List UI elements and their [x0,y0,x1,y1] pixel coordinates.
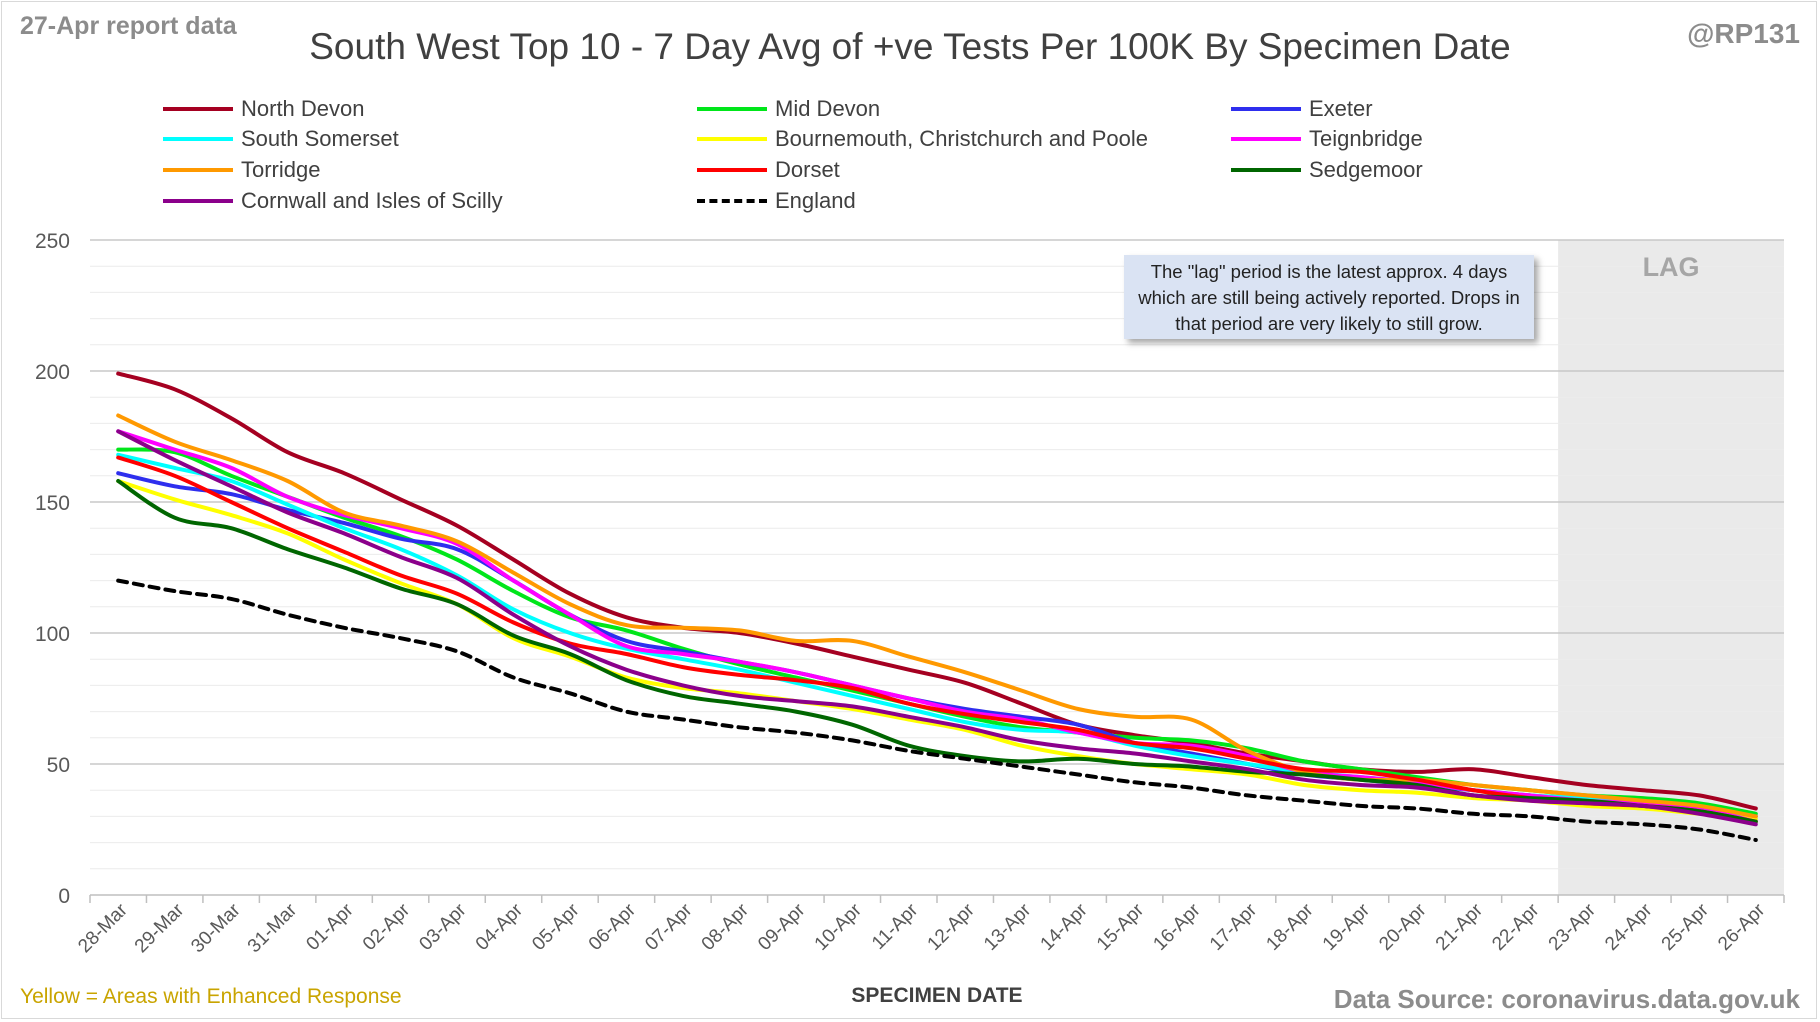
series-lines [116,371,1758,842]
series-line-teignbridge [116,429,1758,824]
legend-item: Exeter [1231,94,1373,124]
x-tick-label: 11-Apr [868,899,923,954]
legend-item: Torridge [163,155,320,185]
x-tick-label: 15-Apr [1093,899,1149,955]
legend-label: Dorset [775,157,840,182]
legend-label: Mid Devon [775,96,881,121]
x-tick-label: 13-Apr [980,899,1036,955]
legend-label: Torridge [241,157,321,182]
legend-swatch [1231,107,1301,111]
legend-swatch [1231,137,1301,141]
legend-swatch [163,137,233,141]
legend-item: Bournemouth, Christchurch and Poole [697,124,1148,154]
x-tick-label: 10-Apr [811,899,867,955]
legend-swatch [697,168,767,172]
x-tick-label: 20-Apr [1375,899,1431,955]
y-tick-label: 100 [35,623,70,646]
series-line-mid-devon [116,447,1758,816]
x-tick-label: 16-Apr [1149,899,1205,955]
legend-item: Dorset [697,155,840,185]
legend-label: Teignbridge [1309,126,1423,151]
x-axis: 28-Mar 29-Mar 30-Mar 31-Mar 01-Apr 02-Apr 03-A… [74,894,1785,957]
gridlines [90,239,1784,870]
y-tick-label: 250 [35,230,70,253]
legend-label: England [775,188,856,213]
legend-label: Cornwall and Isles of Scilly [241,188,503,213]
x-tick-label: 05-Apr [528,899,584,955]
chart-title: South West Top 10 - 7 Day Avg of +ve Tes… [309,26,1511,67]
x-tick-label: 24-Apr [1601,899,1657,955]
x-tick-label: 21-Apr [1432,899,1488,955]
author-handle: @RP131 [1687,18,1800,49]
x-tick-label: 23-Apr [1545,899,1601,955]
y-tick-label: 200 [35,361,70,384]
legend-item: North Devon [163,94,365,124]
x-tick-label: 06-Apr [585,899,641,955]
legend-item: Mid Devon [697,94,880,124]
legend-swatch [163,107,233,111]
x-tick-label: 01-Apr [302,899,358,955]
data-source-label: Data Source: coronavirus.data.gov.uk [1333,984,1800,1014]
report-date-label: 27-Apr report data [20,12,237,40]
series-line-england [116,578,1758,842]
chart-legend: North Devon Mid Devon Exeter South Somerset… [0,0,1820,220]
x-tick-label: 19-Apr [1319,899,1375,955]
legend-swatch [697,199,767,203]
legend-label: Exeter [1309,96,1373,121]
legend-item: South Somerset [163,124,399,154]
y-axis: 0 50 100 150 200 250 [35,230,70,908]
legend-swatch [163,199,233,203]
enhanced-response-footnote: Yellow = Areas with Enhanced Response [20,985,402,1008]
x-tick-label: 17-Apr [1206,899,1262,955]
series-line-north-devon [116,371,1758,811]
x-tick-label: 04-Apr [472,899,528,955]
lag-note-callout: The "lag" period is the latest approx. 4… [1124,255,1534,339]
x-tick-label: 08-Apr [698,899,754,955]
series-line-cornwall-and-isles-of-scilly [116,429,1758,827]
x-tick-label: 03-Apr [415,899,471,955]
series-line-dorset [116,455,1758,824]
x-tick-label: 31-Mar [244,899,302,957]
legend-label: South Somerset [241,126,399,151]
lag-label: LAG [1643,252,1700,282]
legend-item: Teignbridge [1231,124,1423,154]
x-tick-label: 22-Apr [1488,899,1544,955]
legend-item: Sedgemoor [1231,155,1423,185]
x-tick-label: 30-Mar [187,899,245,957]
x-tick-label: 14-Apr [1037,899,1093,955]
legend-item: England [697,186,856,216]
x-tick-label: 28-Mar [74,899,132,957]
x-tick-label: 25-Apr [1658,899,1714,955]
series-line-torridge [116,413,1758,819]
x-tick-label: 09-Apr [754,899,810,955]
legend-swatch [697,137,767,141]
x-tick-label: 07-Apr [641,899,697,955]
x-tick-label: 02-Apr [359,899,415,955]
legend-label: Bournemouth, Christchurch and Poole [775,126,1148,151]
y-tick-label: 150 [35,492,70,515]
legend-swatch [697,107,767,111]
y-tick-label: 50 [47,754,70,777]
legend-item: Cornwall and Isles of Scilly [163,186,503,216]
x-axis-title: SPECIMEN DATE [851,984,1022,1007]
y-tick-label: 0 [58,885,70,908]
legend-label: North Devon [241,96,365,121]
legend-swatch [1231,168,1301,172]
x-tick-label: 26-Apr [1714,899,1770,955]
legend-swatch [163,168,233,172]
series-line-sedgemoor [116,479,1758,824]
x-tick-label: 18-Apr [1262,899,1318,955]
x-tick-label: 29-Mar [131,899,189,957]
x-tick-label: 12-Apr [924,899,980,955]
legend-label: Sedgemoor [1309,157,1423,182]
series-line-bournemouth-christchurch-and-poole [116,479,1758,821]
